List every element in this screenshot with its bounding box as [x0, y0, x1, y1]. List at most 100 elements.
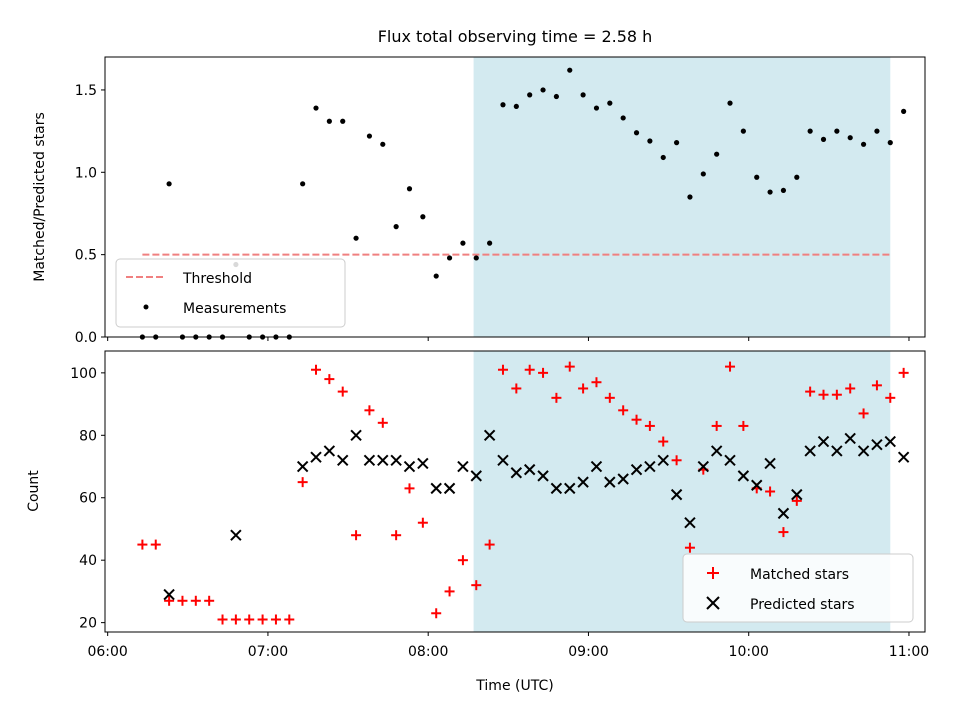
measurement-point: [727, 100, 733, 106]
matched-legend-swatch: [707, 567, 719, 579]
matched-star-point: [658, 436, 669, 447]
matched-star-point: [738, 420, 749, 431]
measurement-point: [580, 92, 586, 98]
predicted-star-point: [457, 460, 469, 473]
count-y-axis-label: Count: [26, 470, 42, 512]
matched-star-point: [684, 542, 695, 553]
matched-star-point: [564, 361, 575, 372]
predicted-star-point: [791, 488, 803, 501]
predicted-star-point: [630, 463, 643, 476]
predicted-star-point: [884, 435, 896, 448]
predicted-star-point: [817, 435, 830, 448]
measurements-legend-swatch: [143, 304, 149, 310]
measurement-point: [366, 133, 373, 139]
matched-star-point: [190, 595, 201, 606]
measurement-point: [860, 141, 867, 147]
measurement-point: [513, 103, 519, 110]
measurement-point: [820, 136, 827, 142]
measurement-point: [326, 118, 332, 124]
measurement-point: [593, 105, 600, 111]
measurement-point: [393, 224, 399, 230]
measurement-point: [620, 115, 626, 121]
x-tick-label: 07:00: [248, 644, 288, 660]
matched-star-point: [457, 555, 468, 566]
matched-star-point: [524, 364, 535, 375]
ratio-legend: Threshold Measurements: [115, 258, 346, 328]
ratio-y-axis-label: Matched/Predicted stars: [32, 112, 48, 282]
predicted-star-point: [537, 470, 549, 482]
matched-star-point: [377, 417, 388, 428]
count-plot-area: [137, 361, 910, 625]
predicted-legend-label: Predicted stars: [750, 597, 855, 613]
ratio-axes-frame: [104, 56, 926, 338]
matched-star-point: [671, 455, 682, 466]
predicted-star-point: [657, 454, 669, 466]
predicted-star-point: [483, 429, 496, 442]
matched-star-point: [217, 614, 228, 625]
predicted-star-point: [857, 445, 870, 457]
matched-star-point: [484, 539, 495, 550]
matched-star-point: [351, 530, 362, 541]
matched-star-point: [204, 595, 215, 606]
predicted-star-point: [577, 476, 589, 488]
predicted-star-point: [310, 451, 322, 463]
x-tick-label: 10:00: [729, 644, 769, 660]
matched-star-point: [871, 380, 882, 391]
measurement-point: [607, 100, 613, 106]
x-tick-label: 11:00: [889, 644, 929, 660]
matched-star-point: [324, 374, 335, 385]
count-y-tick-label: 60: [79, 491, 97, 507]
predicted-legend-swatch: [706, 596, 720, 610]
matched-star-point: [404, 483, 415, 494]
matched-star-point: [805, 386, 816, 397]
ratio-y-tick-label: 0.5: [75, 248, 97, 264]
predicted-star-point: [417, 457, 429, 470]
measurement-point: [406, 186, 413, 192]
measurement-point: [807, 128, 813, 134]
matched-star-point: [230, 614, 241, 625]
matched-star-point: [297, 477, 308, 488]
measurement-point: [874, 128, 880, 134]
x-tick-label: 09:00: [568, 644, 608, 660]
measurement-point: [460, 240, 466, 246]
predicted-star-point: [230, 529, 242, 541]
matched-star-point: [270, 614, 281, 625]
matched-star-point: [551, 392, 562, 403]
ratio-y-tick-label: 1.5: [75, 83, 97, 99]
matched-star-point: [725, 361, 736, 372]
matched-star-point: [364, 405, 375, 416]
measurement-point: [714, 151, 720, 157]
matched-star-point: [578, 383, 589, 394]
measurement-point: [540, 87, 546, 93]
matched-star-point: [778, 527, 789, 538]
ratio-x-ticks: [107, 337, 910, 341]
measurement-point: [353, 235, 359, 241]
measurement-point: [660, 154, 666, 161]
matched-star-point: [644, 420, 655, 431]
ratio-y-tick-label: 0.0: [75, 330, 97, 346]
measurement-point: [527, 92, 533, 98]
predicted-star-point: [497, 454, 509, 466]
count-legend-box: [682, 553, 914, 623]
matched-star-point: [591, 377, 602, 388]
matched-star-point: [444, 586, 455, 597]
measurement-point: [754, 174, 760, 180]
predicted-star-point: [684, 517, 696, 529]
ratio-y-ticks: 0.0 0.5 1.0 1.5: [75, 83, 105, 346]
count-axes-frame: [104, 350, 926, 633]
count-y-tick-label: 80: [79, 428, 97, 444]
predicted-star-point: [590, 460, 603, 473]
predicted-star-point: [564, 482, 576, 495]
measurement-point: [740, 128, 746, 134]
matched-star-point: [845, 383, 856, 394]
measurement-point: [340, 118, 346, 124]
matched-star-point: [818, 389, 829, 400]
matched-star-point: [858, 408, 869, 419]
predicted-star-point: [430, 482, 442, 495]
ratio-y-tick-label: 1.0: [75, 165, 97, 181]
measurement-point: [633, 130, 640, 136]
measurement-point: [673, 140, 680, 146]
measurement-point: [473, 255, 479, 261]
measurement-point: [553, 93, 560, 100]
matched-star-point: [417, 517, 428, 528]
